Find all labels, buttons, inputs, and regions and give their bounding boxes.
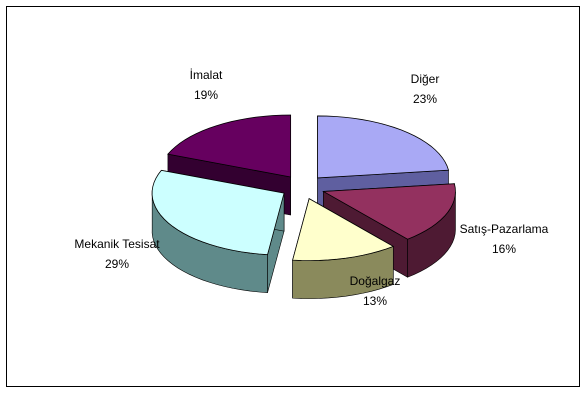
slice-label-name: Satış-Pazarlama	[460, 222, 549, 236]
pie-slice-top	[317, 115, 450, 179]
pie-slice-2	[292, 198, 395, 299]
pie-chart: Diğer 23% Satış-Pazarlama 16% Doğalgaz 13% Mek…	[74, 68, 549, 308]
slice-label-value: 19%	[194, 88, 218, 102]
slice-label-name: Mekanik Tesisat	[74, 237, 160, 251]
slice-label-value: 29%	[105, 257, 129, 271]
pie-slice-top	[322, 183, 456, 240]
slice-label-name: Doğalgaz	[350, 274, 401, 288]
slice-label-value: 23%	[413, 92, 437, 106]
slice-label-name: İmalat	[190, 68, 223, 82]
chart-frame: Diğer 23% Satış-Pazarlama 16% Doğalgaz 13% Mek…	[6, 6, 580, 387]
slice-label-value: 16%	[492, 242, 516, 256]
slice-label-value: 13%	[363, 294, 387, 308]
pie-slice-top	[167, 114, 292, 178]
pie-slice-top	[292, 198, 395, 262]
pie-slice-3	[151, 169, 285, 293]
slice-label-name: Diğer	[411, 72, 440, 86]
pie-slice-top	[151, 169, 285, 256]
